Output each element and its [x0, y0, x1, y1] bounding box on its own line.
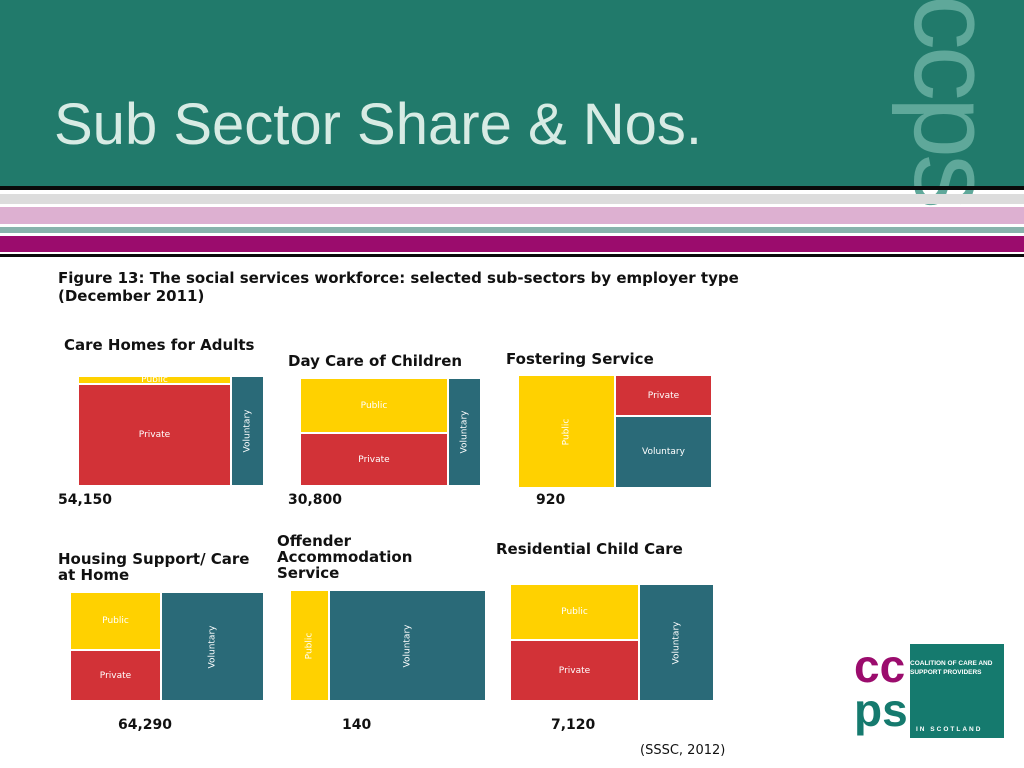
panel-total: 30,800 [288, 492, 343, 508]
tile-public: Public [518, 375, 615, 488]
panel-total: 140 [342, 717, 372, 733]
tile-voluntary: Voluntary [448, 378, 481, 486]
tile-label: Private [558, 665, 591, 676]
tile-private: Private [70, 650, 161, 701]
stripe-pink [0, 207, 1024, 224]
panel-total: 920 [536, 492, 566, 508]
tile-public: Public [70, 592, 161, 650]
panel-title: Offender Accommodation Service [277, 532, 413, 582]
logo-letter-block [850, 644, 910, 738]
panel-title: Care Homes for Adults [64, 336, 255, 354]
logo-text-line2: SUPPORT PROVIDERS [910, 669, 982, 676]
tile-label: Voluntary [242, 409, 253, 453]
panel-total: 64,290 [118, 717, 173, 733]
tile-voluntary: Voluntary [329, 590, 486, 701]
tile-label: Voluntary [459, 410, 470, 454]
tile-label: Voluntary [402, 624, 413, 667]
slide-title: Sub Sector Share & Nos. [54, 92, 702, 157]
logo-letters-bottom: ps [854, 684, 908, 736]
tile-label: Public [102, 616, 129, 626]
tile-label: Public [141, 376, 168, 384]
tile-label: Private [138, 430, 171, 440]
ccps-logo: cc ps COALITION OF CARE AND SUPPORT PROV… [850, 640, 1004, 738]
panel-total: 7,120 [551, 717, 596, 733]
source-note: (SSSC, 2012) [640, 743, 726, 758]
tile-label: Public [360, 400, 388, 411]
tile-label: Voluntary [642, 447, 685, 457]
slide-header [0, 0, 1024, 186]
stripe-purple [0, 236, 1024, 252]
logo-letters-top: cc [854, 640, 906, 692]
tile-voluntary: Voluntary [639, 584, 714, 701]
tile-private: Private [300, 433, 448, 486]
stripe-grey [0, 194, 1024, 204]
tile-label: Private [358, 454, 390, 465]
tile-label: Public [561, 607, 588, 617]
tile-voluntary: Voluntary [161, 592, 264, 701]
tile-voluntary: Voluntary [615, 416, 712, 488]
tile-label: Private [647, 390, 680, 401]
tile-label: Voluntary [207, 625, 218, 668]
panel-title: Day Care of Children [288, 352, 463, 370]
stripe-teal [0, 227, 1024, 233]
figure-title: Figure 13: The social services workforce… [58, 269, 739, 305]
panel-title: Residential Child Care [496, 540, 683, 558]
panel-title: Housing Support/ Care at Home [58, 550, 250, 584]
panel-total: 54,150 [58, 492, 113, 508]
ccps-watermark: ccps [891, 0, 1014, 206]
tile-label: Public [304, 632, 315, 659]
logo-text-line1: COALITION OF CARE AND [910, 660, 993, 667]
tile-private: Private [510, 640, 639, 701]
stripe-black-top [0, 186, 1024, 190]
tile-public: Public [510, 584, 639, 640]
panel-title: Fostering Service [506, 350, 654, 368]
tile-private: Private [78, 384, 231, 486]
stripe-black-bottom [0, 254, 1024, 257]
tile-label: Voluntary [671, 621, 682, 664]
tile-private: Private [615, 375, 712, 416]
tile-label: Private [99, 670, 132, 681]
tile-label: Public [561, 418, 572, 445]
tile-public: Public [78, 376, 231, 384]
tile-voluntary: Voluntary [231, 376, 264, 486]
tile-public: Public [290, 590, 329, 701]
logo-text-region: IN SCOTLAND [916, 726, 983, 733]
tile-public: Public [300, 378, 448, 433]
